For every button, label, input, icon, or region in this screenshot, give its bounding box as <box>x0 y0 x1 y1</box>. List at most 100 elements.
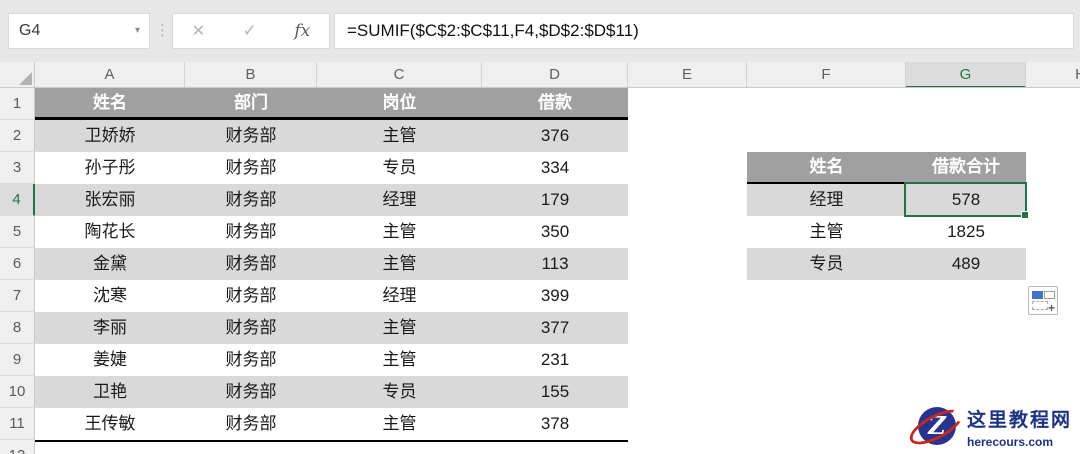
cell-a4[interactable]: 张宏丽 <box>35 184 185 216</box>
cell-d5[interactable]: 350 <box>540 222 570 241</box>
table-row: 张宏丽 财务部 经理 179 <box>35 184 628 216</box>
cell-d9[interactable]: 231 <box>540 350 570 369</box>
formula-input[interactable]: =SUMIF($C$2:$C$11,F4,$D$2:$D$11) <box>334 13 1074 49</box>
cell-a6[interactable]: 金黛 <box>35 248 185 280</box>
cell-a11[interactable]: 王传敏 <box>84 414 136 433</box>
cell-d4[interactable]: 179 <box>482 184 628 216</box>
formula-bar-strip: G4 ▾ ⋮ ✕ ✓ fx =SUMIF($C$2:$C$11,F4,$D$2:… <box>0 0 1080 62</box>
cell-c2[interactable]: 主管 <box>317 120 482 152</box>
row-header-12[interactable]: 12 <box>0 440 35 454</box>
cell-g5[interactable]: 1825 <box>947 222 985 241</box>
cell-c4[interactable]: 经理 <box>317 184 482 216</box>
row-header-4[interactable]: 4 <box>0 184 35 216</box>
row-header-9[interactable]: 9 <box>0 344 35 376</box>
cell-b8[interactable]: 财务部 <box>185 312 317 344</box>
header-cell-position[interactable]: 岗位 <box>317 88 482 117</box>
cell-c5[interactable]: 主管 <box>382 222 417 241</box>
cell-c10[interactable]: 专员 <box>317 376 482 408</box>
column-header-f[interactable]: F <box>747 62 906 87</box>
column-header-e[interactable]: E <box>628 62 747 87</box>
cell-a9[interactable]: 姜婕 <box>93 350 127 369</box>
quick-analysis-icon <box>1044 291 1055 299</box>
column-header-d[interactable]: D <box>482 62 628 87</box>
row-header-2[interactable]: 2 <box>0 120 35 152</box>
cell-a3[interactable]: 孙子彤 <box>84 158 136 177</box>
header-cell-department[interactable]: 部门 <box>185 88 317 117</box>
cell-c7[interactable]: 经理 <box>382 286 417 305</box>
separator-dots-icon: ⋮ <box>155 22 170 39</box>
formula-buttons: ✕ ✓ fx <box>172 13 330 49</box>
insert-function-icon[interactable]: fx <box>294 21 311 41</box>
column-header-c[interactable]: C <box>317 62 482 87</box>
cell-f5[interactable]: 主管 <box>809 222 844 241</box>
cell-d11[interactable]: 378 <box>540 414 570 433</box>
name-box[interactable]: G4 ▾ <box>8 13 150 49</box>
column-headers: A B C D E F G H <box>35 62 1080 88</box>
cell-b3[interactable]: 财务部 <box>225 158 277 177</box>
summary-row: 经理 578 <box>747 184 1026 216</box>
row-header-11[interactable]: 11 <box>0 408 35 440</box>
cell-g4-selected[interactable]: 578 <box>906 184 1026 216</box>
row-header-5[interactable]: 5 <box>0 216 35 248</box>
cell-b4[interactable]: 财务部 <box>185 184 317 216</box>
worksheet: A B C D E F G H 1 2 3 4 5 6 7 8 9 10 11 … <box>0 62 1080 454</box>
cell-d8[interactable]: 377 <box>482 312 628 344</box>
cell-d6[interactable]: 113 <box>482 248 628 280</box>
site-url: herecours.com <box>967 435 1054 449</box>
cell-c6[interactable]: 主管 <box>317 248 482 280</box>
cell-c11[interactable]: 主管 <box>382 414 417 433</box>
cell-d2[interactable]: 376 <box>482 120 628 152</box>
logo-mark-icon: Z <box>904 402 968 452</box>
cell-f4[interactable]: 经理 <box>747 184 906 216</box>
cell-f6[interactable]: 专员 <box>747 248 906 280</box>
cell-a7[interactable]: 沈寒 <box>93 286 127 305</box>
cell-d10[interactable]: 155 <box>482 376 628 408</box>
chevron-down-icon[interactable]: ▾ <box>134 25 140 36</box>
cell-a10[interactable]: 卫艳 <box>35 376 185 408</box>
column-header-a[interactable]: A <box>35 62 185 87</box>
enter-icon[interactable]: ✓ <box>242 21 257 40</box>
cancel-icon[interactable]: ✕ <box>191 23 206 40</box>
header-cell-loan[interactable]: 借款 <box>482 88 628 117</box>
row-header-10[interactable]: 10 <box>0 376 35 408</box>
cell-d7[interactable]: 399 <box>540 286 570 305</box>
column-header-h[interactable]: H <box>1026 62 1080 87</box>
row-header-3[interactable]: 3 <box>0 152 35 184</box>
cell-b5[interactable]: 财务部 <box>225 222 277 241</box>
cell-b9[interactable]: 财务部 <box>225 350 277 369</box>
cell-d3[interactable]: 334 <box>540 158 570 177</box>
table-row: 卫艳 财务部 专员 155 <box>35 376 628 408</box>
quick-analysis-icon <box>1032 301 1048 310</box>
row-header-6[interactable]: 6 <box>0 248 35 280</box>
summary-header-loan-total[interactable]: 借款合计 <box>906 152 1026 182</box>
row-header-1[interactable]: 1 <box>0 88 35 120</box>
summary-header-row: 姓名 借款合计 <box>747 152 1026 184</box>
cell-a5[interactable]: 陶花长 <box>84 222 136 241</box>
row-header-7[interactable]: 7 <box>0 280 35 312</box>
summary-row: 主管 1825 <box>747 216 1026 248</box>
cell-b6[interactable]: 财务部 <box>185 248 317 280</box>
loan-data-table: 姓名 部门 岗位 借款 卫娇娇 财务部 主管 376 孙子彤 财务部 专员 33… <box>35 88 628 442</box>
fill-handle[interactable] <box>1021 211 1029 219</box>
cell-a2[interactable]: 卫娇娇 <box>35 120 185 152</box>
cell-c9[interactable]: 主管 <box>382 350 417 369</box>
select-all-button[interactable] <box>0 62 35 88</box>
cell-b10[interactable]: 财务部 <box>185 376 317 408</box>
cell-a8[interactable]: 李丽 <box>35 312 185 344</box>
cell-b7[interactable]: 财务部 <box>225 286 277 305</box>
cell-c3[interactable]: 专员 <box>382 158 417 177</box>
table-row: 李丽 财务部 主管 377 <box>35 312 628 344</box>
table-row: 姜婕 财务部 主管 231 <box>35 344 628 376</box>
column-header-g[interactable]: G <box>906 62 1026 87</box>
row-header-8[interactable]: 8 <box>0 312 35 344</box>
cell-b2[interactable]: 财务部 <box>185 120 317 152</box>
cell-b11[interactable]: 财务部 <box>225 414 277 433</box>
header-cell-name[interactable]: 姓名 <box>35 88 185 117</box>
quick-analysis-button[interactable]: + <box>1028 286 1058 315</box>
cell-c8[interactable]: 主管 <box>317 312 482 344</box>
table-row: 沈寒 财务部 经理 399 <box>35 280 628 312</box>
summary-header-name[interactable]: 姓名 <box>747 152 906 182</box>
cell-g6[interactable]: 489 <box>906 248 1026 280</box>
column-header-b[interactable]: B <box>185 62 317 87</box>
